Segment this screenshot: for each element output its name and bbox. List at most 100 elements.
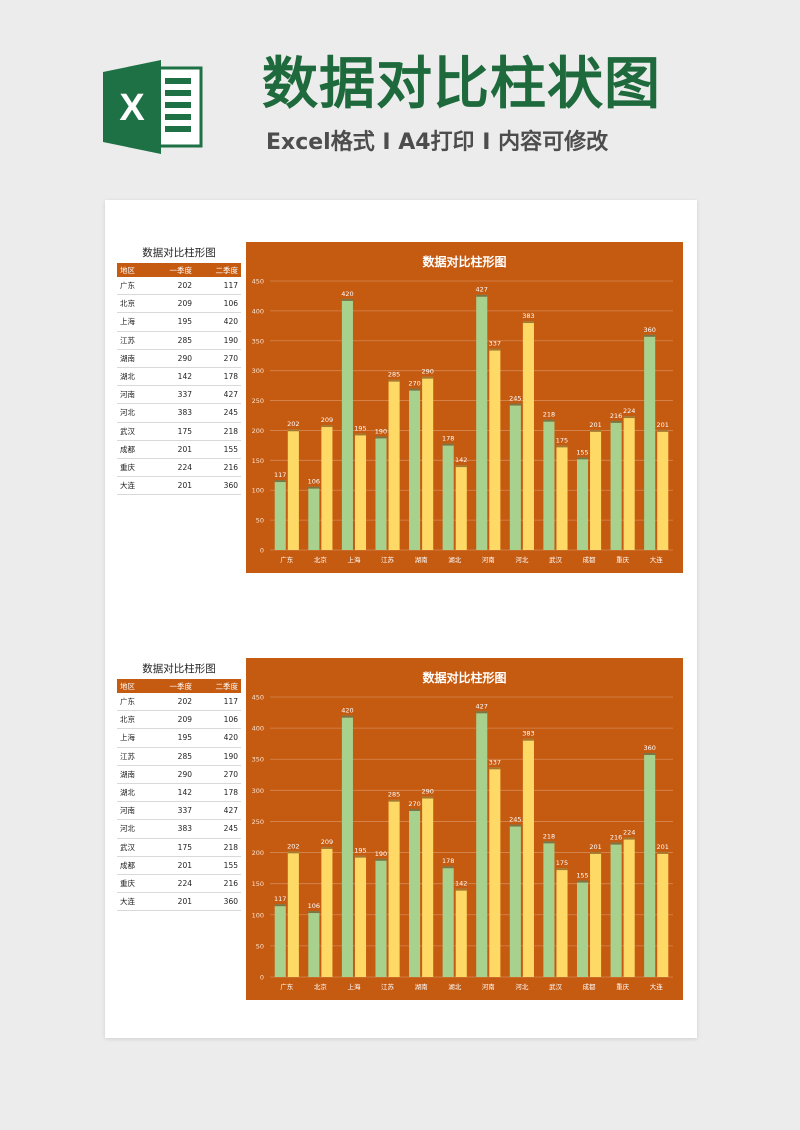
- table-cell: 337: [145, 385, 195, 405]
- y-tick-label: 50: [256, 517, 264, 525]
- table-cell: 江苏: [117, 747, 145, 766]
- bar: [590, 851, 602, 977]
- table-cell: 290: [145, 349, 195, 368]
- x-tick-label: 上海: [347, 982, 361, 991]
- bar: [657, 851, 669, 977]
- table-cell: 224: [145, 458, 195, 478]
- data-label: 218: [543, 411, 555, 419]
- data-label: 195: [354, 847, 366, 855]
- table-cell: 245: [195, 403, 241, 423]
- bar: [321, 425, 333, 550]
- data-label: 285: [388, 791, 400, 799]
- bar: [576, 457, 589, 550]
- data-label: 209: [321, 838, 333, 846]
- data-label: 290: [421, 368, 433, 376]
- bar-cap: [375, 858, 387, 861]
- bar-chart: 数据对比柱形图 0 50 100 150 200 250 300 350 400 450 117 202…: [246, 242, 683, 573]
- table-cell: 河南: [117, 801, 145, 821]
- table-cell: 195: [145, 728, 195, 748]
- y-tick-label: 150: [252, 880, 264, 888]
- data-label: 270: [408, 380, 420, 388]
- table-cell: 218: [195, 838, 241, 857]
- bar: [543, 841, 555, 977]
- bar-cap: [422, 796, 434, 799]
- bar: [442, 443, 454, 550]
- y-tick-label: 250: [252, 818, 264, 826]
- x-tick-label: 上海: [347, 555, 361, 564]
- table-cell: 360: [195, 892, 241, 912]
- table-cell: 190: [195, 747, 241, 766]
- data-label: 201: [657, 421, 669, 429]
- data-label: 202: [287, 420, 299, 428]
- table-cell: 178: [195, 367, 241, 387]
- logo-letter: X: [119, 87, 145, 129]
- data-label: 360: [643, 326, 655, 334]
- bar: [274, 904, 286, 977]
- bar: [274, 480, 286, 550]
- bar-cap: [657, 851, 669, 854]
- table-cell: 175: [145, 838, 195, 857]
- data-label: 106: [308, 478, 320, 486]
- table-cell: 广东: [117, 693, 145, 712]
- bar: [623, 837, 635, 977]
- table-row: 上海 195 420: [117, 728, 241, 748]
- data-label: 117: [274, 895, 286, 903]
- data-label: 360: [643, 744, 655, 752]
- bar-cap: [543, 419, 555, 422]
- table-row: 广东 202 117: [117, 277, 241, 296]
- table-cell: 河北: [117, 403, 145, 423]
- x-tick-label: 河北: [515, 983, 529, 991]
- x-tick-label: 北京: [314, 555, 328, 564]
- bar-cap: [644, 334, 656, 337]
- data-label: 290: [421, 788, 433, 796]
- x-tick-label: 河南: [482, 555, 496, 564]
- table-cell: 北京: [117, 294, 145, 314]
- bar: [308, 911, 320, 977]
- bar-cap: [442, 443, 454, 446]
- chart-title: 数据对比柱形图: [422, 670, 506, 685]
- table-cell: 201: [145, 856, 195, 875]
- bar-cap: [576, 457, 589, 460]
- table-cell: 427: [195, 385, 241, 405]
- data-label: 285: [388, 371, 400, 379]
- data-label: 337: [489, 340, 501, 348]
- x-tick-label: 北京: [314, 982, 328, 991]
- sheet-block: 数据对比柱形图 地区 一季度 二季度 广东 202 117 北京 209 106 上海 195 42…: [105, 616, 697, 1000]
- bar: [576, 880, 589, 977]
- table-row: 河北 383 245: [117, 819, 241, 839]
- table-cell: 湖南: [117, 765, 145, 784]
- bar: [509, 824, 521, 977]
- bar: [623, 416, 635, 550]
- x-tick-label: 武汉: [549, 982, 563, 991]
- y-tick-label: 100: [252, 911, 264, 919]
- bar-cap: [409, 809, 421, 811]
- bar-cap: [657, 429, 669, 432]
- table-cell: 上海: [117, 312, 145, 332]
- bar-cap: [287, 429, 299, 432]
- bar: [422, 796, 434, 977]
- bar-cap: [308, 486, 320, 489]
- bar-cap: [556, 868, 568, 871]
- table-cell: 360: [195, 476, 241, 496]
- bar-cap: [623, 416, 635, 419]
- table-cell: 117: [195, 693, 241, 712]
- table-cell: 178: [195, 783, 241, 803]
- bar: [489, 767, 501, 977]
- y-tick-label: 350: [252, 756, 264, 764]
- y-tick-label: 300: [252, 367, 264, 375]
- table-cell: 武汉: [117, 838, 145, 857]
- table-cell: 245: [195, 819, 241, 839]
- x-tick-label: 河南: [482, 982, 496, 991]
- bar: [409, 809, 421, 977]
- excel-logo-icon: X: [103, 60, 203, 154]
- table-cell: 155: [195, 440, 241, 459]
- table-row: 湖南 290 270: [117, 765, 241, 784]
- table-row: 成都 201 155: [117, 440, 241, 459]
- x-tick-label: 重庆: [616, 555, 630, 564]
- y-tick-label: 150: [252, 457, 264, 465]
- table-cell: 武汉: [117, 422, 145, 441]
- data-table-wrap: 数据对比柱形图 地区 一季度 二季度 广东 202 117 北京 209 106 上海 195 42…: [117, 616, 241, 912]
- bar-cap: [556, 445, 568, 448]
- bar: [287, 851, 299, 977]
- table-row: 武汉 175 218: [117, 838, 241, 857]
